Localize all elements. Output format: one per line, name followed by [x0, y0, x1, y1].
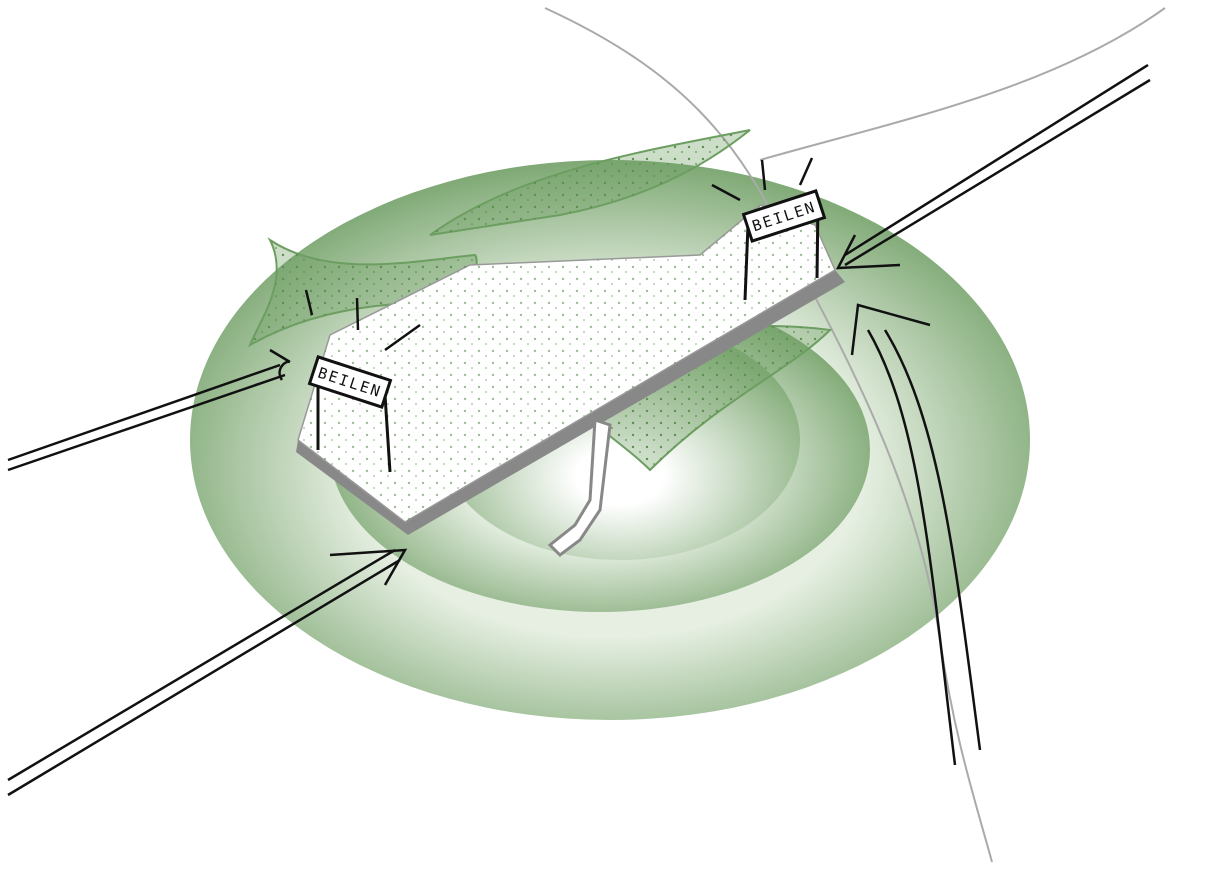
sign-post	[383, 394, 392, 473]
sign: BEILEN	[741, 189, 827, 301]
arrow-line	[844, 63, 1149, 257]
sign-panel	[307, 355, 393, 409]
arrows	[7, 63, 1151, 797]
platform-dots	[298, 205, 835, 522]
arrow-line	[7, 363, 281, 462]
sign-panel	[741, 189, 827, 243]
arrow-line	[7, 548, 396, 782]
dots	[430, 130, 750, 235]
sign-post	[743, 224, 750, 301]
arrow-head	[850, 303, 931, 356]
arrow-head	[329, 548, 408, 586]
arrow-line	[7, 373, 286, 472]
road	[544, 7, 993, 863]
building	[547, 417, 612, 557]
arrow-line	[866, 329, 957, 766]
arrow-head	[835, 234, 901, 270]
road	[759, 7, 1166, 161]
arrow-head	[269, 348, 291, 381]
dots	[250, 240, 490, 345]
arrow-line	[7, 558, 401, 797]
arrow-line	[883, 329, 982, 751]
arrow-line	[844, 78, 1151, 267]
motion-marks	[304, 157, 814, 352]
